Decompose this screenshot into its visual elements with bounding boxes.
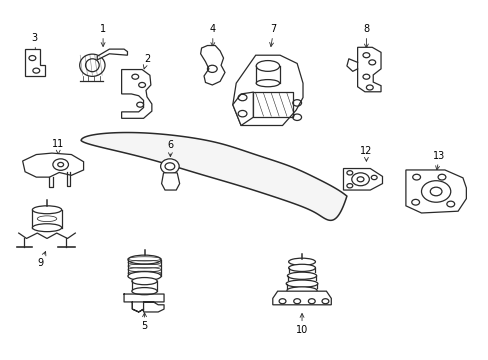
Ellipse shape xyxy=(287,272,316,279)
Ellipse shape xyxy=(128,272,161,280)
Ellipse shape xyxy=(160,159,179,174)
Polygon shape xyxy=(161,173,179,190)
Text: 7: 7 xyxy=(269,24,276,46)
Ellipse shape xyxy=(132,278,157,285)
Polygon shape xyxy=(200,45,224,85)
Ellipse shape xyxy=(32,206,61,214)
Text: 3: 3 xyxy=(32,33,38,55)
Ellipse shape xyxy=(286,287,317,294)
Ellipse shape xyxy=(288,264,315,271)
Text: 12: 12 xyxy=(360,145,372,161)
Text: 2: 2 xyxy=(143,54,150,69)
Polygon shape xyxy=(272,291,330,305)
Text: 5: 5 xyxy=(141,313,147,331)
Text: 13: 13 xyxy=(432,150,445,170)
Polygon shape xyxy=(122,69,152,118)
Ellipse shape xyxy=(285,280,317,287)
Polygon shape xyxy=(22,153,83,177)
Polygon shape xyxy=(232,92,253,126)
Ellipse shape xyxy=(128,255,161,264)
Text: 6: 6 xyxy=(167,140,173,157)
Polygon shape xyxy=(357,47,380,92)
Text: 10: 10 xyxy=(295,314,307,335)
Polygon shape xyxy=(97,49,127,60)
Polygon shape xyxy=(232,55,303,126)
Ellipse shape xyxy=(288,258,315,265)
Polygon shape xyxy=(25,49,44,76)
Text: 1: 1 xyxy=(100,24,106,46)
Ellipse shape xyxy=(80,54,105,76)
Text: 11: 11 xyxy=(52,139,64,154)
Text: 8: 8 xyxy=(363,24,369,48)
Ellipse shape xyxy=(256,60,279,71)
Ellipse shape xyxy=(32,224,61,231)
Polygon shape xyxy=(343,168,382,190)
Ellipse shape xyxy=(256,80,279,87)
Polygon shape xyxy=(81,132,346,220)
Text: 4: 4 xyxy=(209,24,215,46)
Ellipse shape xyxy=(132,288,157,295)
Polygon shape xyxy=(405,170,466,213)
Text: 9: 9 xyxy=(38,252,46,268)
